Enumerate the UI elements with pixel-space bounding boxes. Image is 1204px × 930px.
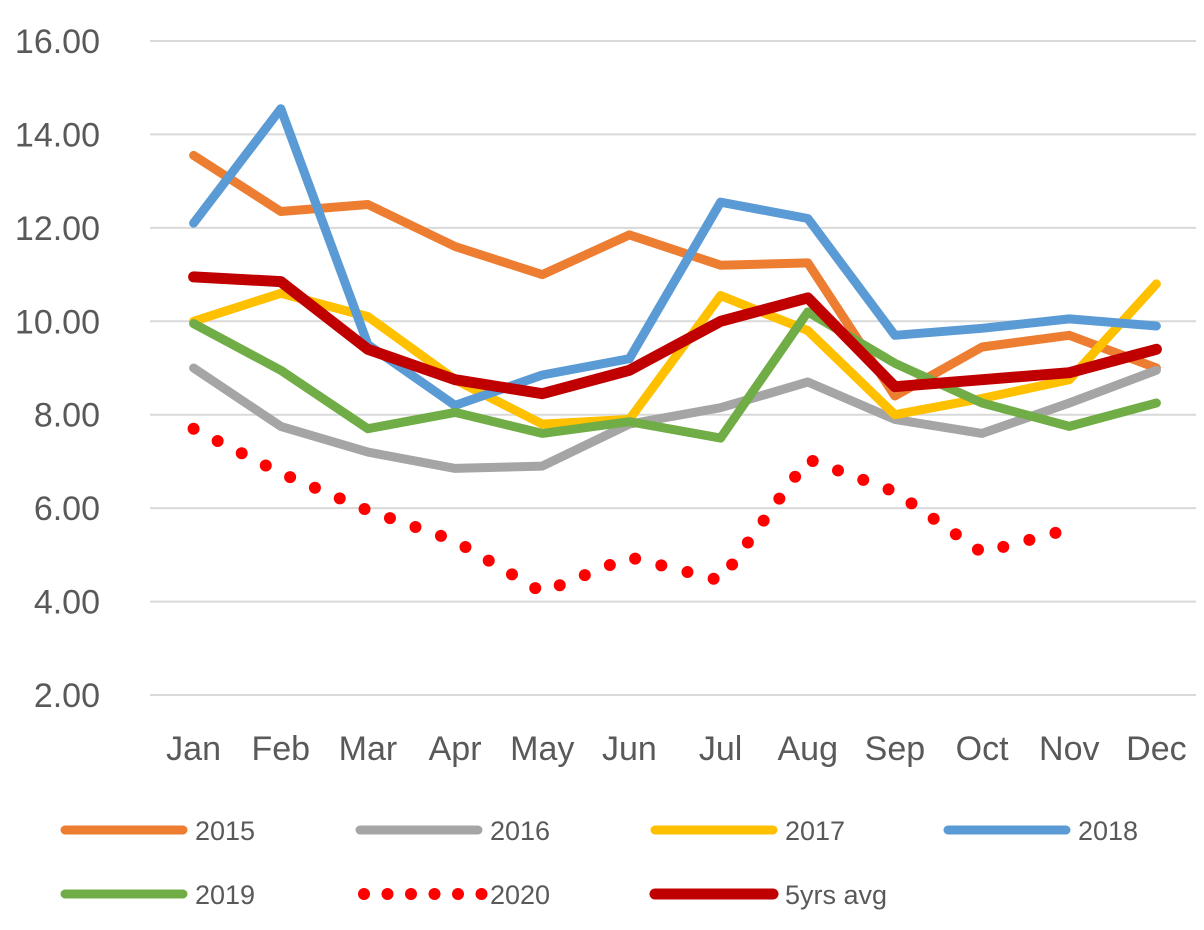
legend-item-2018: 2018 <box>943 816 1138 846</box>
legend-item-2016: 2016 <box>355 816 550 846</box>
series-2020-dot <box>905 497 918 510</box>
legend-swatch-dot <box>428 888 441 900</box>
legend-item-2020: 2020 <box>358 880 550 910</box>
series-2020-dot <box>857 473 870 486</box>
x-tick-label: Nov <box>1039 730 1099 768</box>
series-2020-dot <box>187 422 200 435</box>
series-5yrs-avg-line <box>188 271 1162 400</box>
series-2020-line <box>187 422 1062 595</box>
legend-label: 5yrs avg <box>785 880 887 910</box>
x-tick-label: Sep <box>865 730 926 768</box>
y-tick-label: 16.00 <box>15 23 100 61</box>
series-2020-dot <box>707 572 720 585</box>
series-2020-dot <box>773 492 786 505</box>
y-tick-label: 8.00 <box>34 397 100 435</box>
series-2020-dot <box>681 566 694 579</box>
legend-label: 2017 <box>785 816 845 846</box>
series-2017-line <box>189 279 1161 429</box>
series-2020-dot <box>409 521 422 534</box>
series-2020-dot <box>757 514 770 527</box>
legend-label: 2020 <box>490 880 550 910</box>
y-tick-label: 10.00 <box>15 303 100 341</box>
series-2020-dot <box>949 528 962 541</box>
series-2020-dot <box>1049 526 1062 539</box>
series-2020-dot <box>655 559 668 572</box>
series-2016-line <box>189 363 1161 473</box>
series-2020-dot <box>726 558 739 571</box>
gridlines <box>150 40 1196 696</box>
legend-item-5yrs-avg: 5yrs avg <box>649 880 887 910</box>
series-2019-line <box>189 307 1161 443</box>
series-2020-dot <box>505 568 518 581</box>
y-tick-label: 2.00 <box>34 677 100 715</box>
x-tick-label: May <box>510 730 574 768</box>
x-tick-label: Jul <box>699 730 742 768</box>
x-tick-label: Feb <box>251 730 310 768</box>
y-tick-label: 12.00 <box>15 210 100 248</box>
series-2020-dot <box>603 559 616 572</box>
legend-item-2019: 2019 <box>60 880 255 910</box>
y-tick-label: 14.00 <box>15 116 100 154</box>
legend-swatch-dot <box>358 888 370 900</box>
series-2020-dot <box>971 543 984 556</box>
x-tick-label: Oct <box>956 730 1009 768</box>
legend: 2015 2016 2017 2018 2019 2020 5yrs avg <box>60 816 1138 910</box>
legend-label: 2018 <box>1078 816 1138 846</box>
y-tick-label: 6.00 <box>34 490 100 528</box>
x-axis-ticks: Jan Feb Mar Apr May Jun Jul Aug Sep Oct Nov Dec <box>166 730 1186 768</box>
series-2015-line <box>189 150 1161 401</box>
legend-label: 2016 <box>490 816 550 846</box>
y-axis-ticks: 2.00 4.00 6.00 8.00 10.00 12.00 14.00 16.00 <box>15 23 100 715</box>
series-2020-dot <box>927 512 940 525</box>
series-2020-dot <box>789 470 802 483</box>
series-2018-line <box>189 104 1161 410</box>
series-2020-dot <box>235 447 248 460</box>
series-2020-dot <box>1023 533 1036 546</box>
series-2020-dot <box>211 434 224 447</box>
series-2020-dot <box>459 540 472 553</box>
legend-label: 2019 <box>195 880 255 910</box>
series-2020-dot <box>308 481 321 494</box>
series-2020-dot <box>578 569 591 582</box>
plot-area <box>187 104 1162 595</box>
series-2020-dot <box>529 582 542 595</box>
legend-swatch-dot <box>405 888 417 900</box>
series-2020-dot <box>553 579 566 592</box>
series-2020-dot <box>383 512 396 525</box>
series-2020-dot <box>831 464 844 477</box>
series-2020-dot <box>259 459 272 472</box>
x-tick-label: Jun <box>602 730 657 768</box>
x-tick-label: Jan <box>166 730 221 768</box>
series-2020-dot <box>284 471 297 484</box>
series-2020-dot <box>434 529 447 542</box>
series-2020-dot <box>333 492 346 505</box>
legend-swatch-dot <box>475 888 488 900</box>
legend-item-2017: 2017 <box>650 816 845 846</box>
series-2020-dot <box>482 554 495 567</box>
legend-item-2015: 2015 <box>60 816 255 846</box>
legend-swatch-dot <box>452 888 464 900</box>
y-tick-label: 4.00 <box>34 584 100 622</box>
x-tick-label: Dec <box>1126 730 1186 768</box>
series-2020-dot <box>358 503 371 516</box>
series-2020-dot <box>997 540 1010 553</box>
series-2020-dot <box>882 483 895 496</box>
legend-swatch-dot <box>381 888 394 900</box>
series-2020-dot <box>806 454 819 467</box>
legend-label: 2015 <box>195 816 255 846</box>
x-tick-label: Apr <box>429 730 482 768</box>
series-2020-dot <box>741 536 754 549</box>
x-tick-label: Mar <box>339 730 398 768</box>
series-2020-dot <box>629 552 642 565</box>
x-tick-label: Aug <box>778 730 839 768</box>
